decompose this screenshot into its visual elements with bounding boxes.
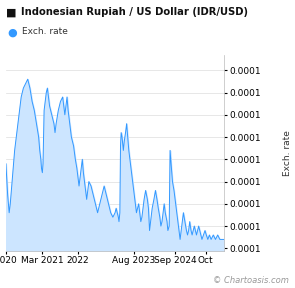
Text: Exch. rate: Exch. rate: [283, 130, 292, 176]
Text: © Chartoasis.com: © Chartoasis.com: [213, 276, 289, 285]
Text: Exch. rate: Exch. rate: [22, 27, 68, 36]
Text: ●: ●: [7, 27, 17, 37]
Text: Indonesian Rupiah / US Dollar (IDR/USD): Indonesian Rupiah / US Dollar (IDR/USD): [21, 7, 248, 17]
Text: ■: ■: [6, 7, 17, 17]
